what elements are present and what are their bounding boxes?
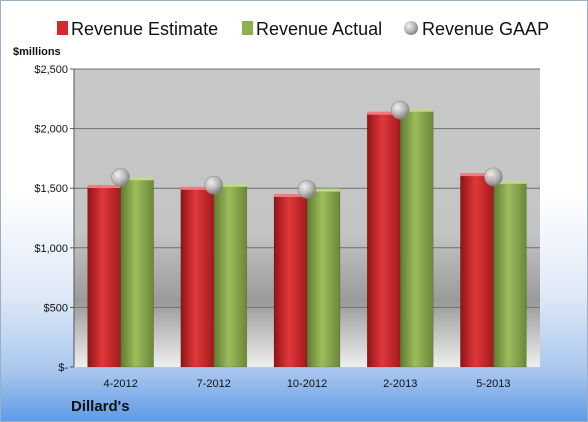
x-tick-label: 5-2013 — [476, 378, 510, 390]
bar-revenue-actual — [493, 182, 527, 368]
legend-swatch-revenue-actual — [242, 21, 253, 35]
bar-revenue-estimate — [180, 188, 215, 368]
y-tick-label: $- — [58, 362, 68, 374]
y-tick-label: $500 — [44, 302, 68, 314]
gaap-markers — [111, 100, 503, 199]
y-tick-label: $2,500 — [34, 64, 68, 76]
bar-top-highlight — [493, 180, 527, 184]
marker-revenue-gaap — [484, 167, 503, 187]
bar-top-highlight — [87, 185, 121, 189]
bar-top-highlight — [460, 173, 494, 177]
bar-top-highlight — [120, 177, 154, 181]
bar-revenue-estimate — [366, 113, 401, 368]
bar-top-highlight — [274, 193, 307, 197]
bar-revenue-estimate — [460, 174, 494, 368]
y-tick-label: $2,000 — [34, 124, 68, 136]
bar-revenue-actual — [213, 185, 248, 368]
y-tick-label: $1,000 — [34, 243, 68, 255]
legend-label-revenue-gaap: Revenue GAAP — [422, 19, 549, 39]
y-tick-label: $1,500 — [34, 183, 68, 195]
bar-top-highlight — [367, 111, 401, 115]
y-unit-label: $millions — [13, 46, 61, 58]
legend-label-revenue-estimate: Revenue Estimate — [71, 19, 218, 39]
bar-revenue-estimate — [273, 195, 308, 368]
marker-revenue-gaap — [297, 180, 317, 199]
legend-swatch-revenue-estimate — [57, 21, 68, 35]
legend-marker-revenue-gaap — [404, 21, 418, 35]
x-axis-ticks: 4-2012 7-2012 10-2012 2-2013 5-2013 — [103, 378, 510, 390]
bar-revenue-actual — [120, 179, 154, 368]
bar-revenue-actual — [306, 190, 341, 368]
bar-top-highlight — [180, 186, 214, 190]
legend-label-revenue-actual: Revenue Actual — [256, 19, 382, 39]
marker-revenue-gaap — [111, 168, 130, 187]
y-axis-ticks: $- $500 $1,000 $1,500 $2,000 $2,500 — [34, 64, 75, 374]
x-tick-label: 4-2012 — [103, 378, 137, 390]
marker-revenue-gaap — [204, 175, 224, 195]
company-name: Dillard's — [71, 398, 130, 415]
bars — [87, 108, 527, 368]
bar-top-highlight — [400, 108, 434, 112]
x-tick-label: 7-2012 — [197, 378, 231, 390]
bar-revenue-actual — [399, 110, 434, 368]
bar-top-highlight — [307, 188, 340, 192]
x-tick-label: 2-2013 — [383, 378, 417, 390]
bar-revenue-estimate — [87, 186, 121, 368]
legend: Revenue Estimate Revenue Actual Revenue … — [57, 19, 549, 39]
bar-top-highlight — [213, 183, 247, 187]
marker-revenue-gaap — [390, 100, 410, 120]
x-tick-label: 10-2012 — [287, 378, 327, 390]
